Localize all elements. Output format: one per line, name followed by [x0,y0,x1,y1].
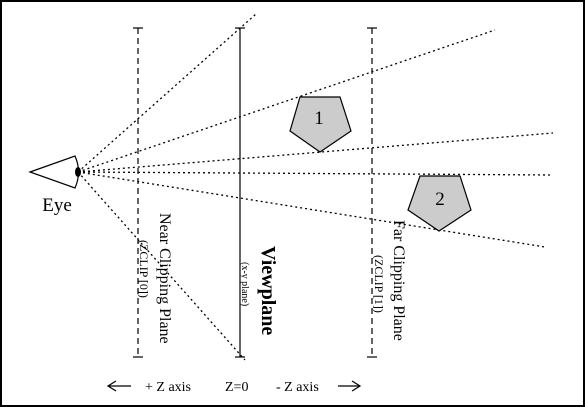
left-arrowhead-icon [106,380,117,392]
eye-icon [28,155,81,189]
view-rays [77,13,554,361]
near-plane-zclip: (ZCLIP [0]) [137,240,151,298]
far-clipping-plane [367,27,377,358]
ray-mid-lower [77,171,546,248]
ray-center [77,171,554,176]
eye-label: Eye [42,195,72,216]
ray-upper-right [77,29,496,173]
z-zero-label: Z=0 [225,380,248,395]
viewplane-label: Viewplane [257,246,279,335]
minus-z-axis-label: - Z axis [276,380,319,395]
right-arrowhead-icon [351,380,362,392]
plus-z-axis-label: + Z axis [145,380,191,395]
far-plane-label: Far Clipping Plane [390,220,407,341]
object-2-pentagon [407,175,472,232]
near-plane-label: Near Clipping Plane [156,213,173,344]
z-axis-legend: + Z axis Z=0 - Z axis [106,380,362,395]
object-2-label: 2 [435,189,445,210]
object-1-label: 1 [314,108,324,129]
near-clipping-plane [133,27,143,358]
far-plane-zclip: (ZCLIP [1]) [372,255,386,313]
viewplane-sub-label: (x-y plane) [239,262,250,306]
ray-lower [77,171,246,361]
viewplane-line [235,27,245,358]
object-1-pentagon [289,96,352,153]
